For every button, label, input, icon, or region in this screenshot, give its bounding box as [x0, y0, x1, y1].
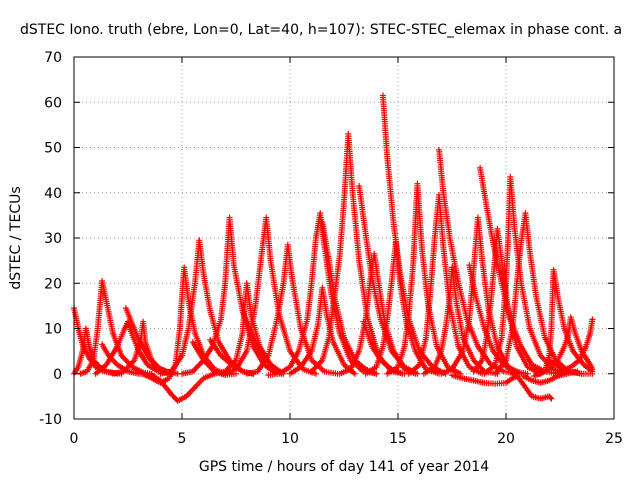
- series-38: [449, 372, 520, 387]
- series-29: [420, 264, 501, 377]
- y-tick-label: 70: [44, 50, 62, 66]
- series-36-markers: [492, 210, 585, 377]
- series-40: [535, 314, 596, 377]
- x-axis-label: GPS time / hours of day 141 of year 2014: [199, 459, 489, 475]
- series-40-markers: [535, 314, 596, 377]
- series-43-markers: [520, 368, 581, 386]
- y-tick-label: -10: [39, 412, 62, 428]
- series-16-markers: [239, 307, 285, 377]
- series-16: [239, 307, 285, 377]
- x-tick-label: 0: [70, 431, 79, 447]
- x-tick-label: 10: [281, 431, 299, 447]
- y-tick-label: 60: [44, 95, 62, 111]
- series-17: [243, 241, 341, 377]
- y-tick-label: 10: [44, 322, 62, 338]
- axis-ticks: [73, 56, 615, 420]
- series-29-markers: [420, 264, 501, 377]
- y-tick-label: 50: [44, 141, 62, 157]
- series-21: [319, 219, 380, 377]
- series-7: [109, 318, 175, 377]
- series-9-markers: [146, 370, 218, 404]
- axis-tick-labels: 0 5 10 15 20 25 -10 0 10 20 30 40 50 60 70: [39, 50, 623, 447]
- series-20-markers: [308, 130, 408, 377]
- series-38-markers: [449, 372, 520, 387]
- series-10: [157, 237, 257, 377]
- x-tick-label: 20: [497, 431, 515, 447]
- series-23-markers: [356, 183, 421, 377]
- series-19-markers: [287, 284, 358, 377]
- series-23: [356, 183, 421, 377]
- series-20: [308, 130, 408, 377]
- chart-title: dSTEC Iono. truth (ebre, Lon=0, Lat=40, …: [20, 22, 622, 38]
- y-tick-label: 20: [44, 276, 62, 292]
- series-43: [520, 368, 581, 386]
- data-marks: [71, 92, 596, 404]
- series-9: [146, 370, 218, 404]
- series-7-markers: [109, 318, 175, 377]
- x-tick-label: 25: [605, 431, 623, 447]
- y-tick-label: 40: [44, 186, 62, 202]
- y-tick-label: 30: [44, 231, 62, 247]
- series-17-markers: [243, 241, 341, 377]
- y-tick-label: 0: [53, 367, 62, 383]
- series-10-markers: [157, 237, 257, 377]
- series-19: [287, 284, 358, 377]
- x-tick-label: 15: [389, 431, 407, 447]
- x-tick-label: 5: [178, 431, 187, 447]
- y-axis-label: dSTEC / TECUs: [8, 186, 24, 289]
- series-36: [492, 210, 585, 377]
- series-21-markers: [319, 219, 380, 377]
